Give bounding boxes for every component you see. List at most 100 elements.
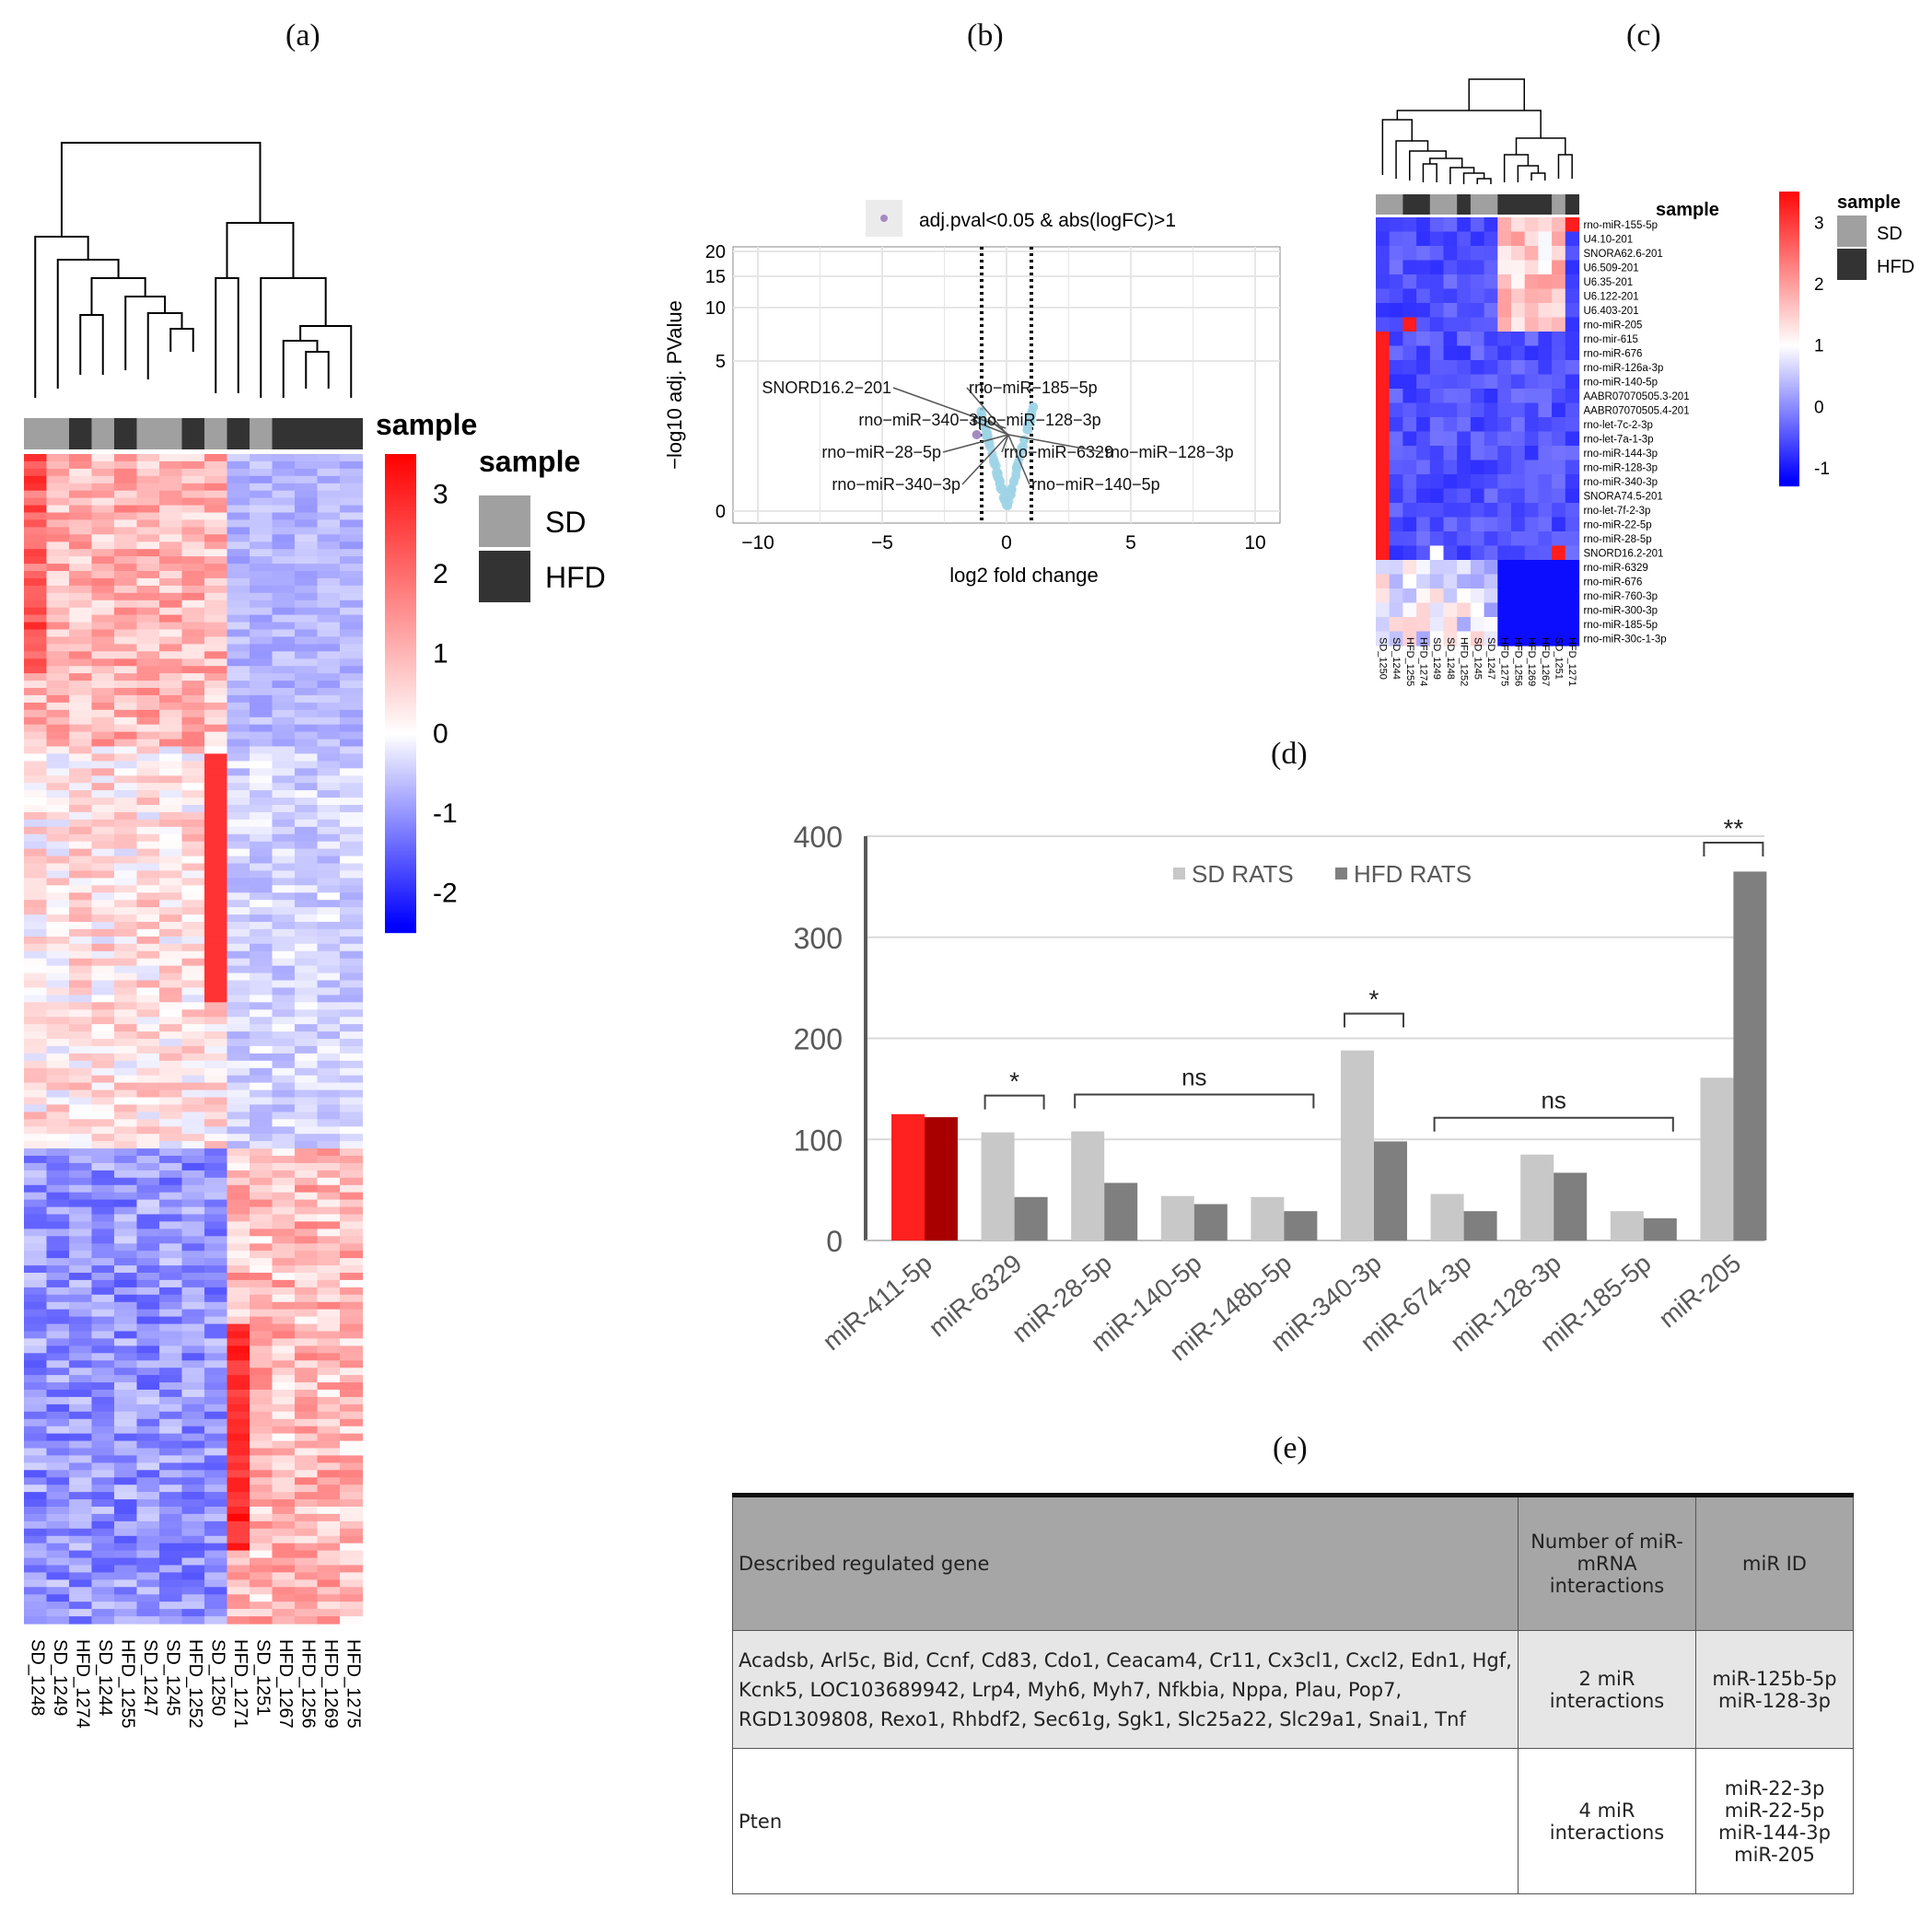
heatmap-cell [1511, 374, 1526, 390]
color-scale-step [385, 649, 416, 651]
color-scale-step [385, 823, 416, 825]
color-scale-step [385, 591, 416, 593]
heatmap-cell [317, 1119, 341, 1127]
heatmap-cell [24, 1301, 48, 1310]
heatmap-cell [295, 1170, 319, 1179]
sample-label: SD_1245 [162, 1639, 182, 1716]
heatmap-cell [69, 1403, 93, 1413]
heatmap-cell [272, 1089, 296, 1099]
heatmap-cell [1565, 317, 1580, 332]
heatmap-cell [1389, 317, 1403, 332]
heatmap-cell [24, 527, 48, 535]
heatmap-cell [159, 1060, 183, 1069]
heatmap-cell [295, 497, 319, 507]
heatmap-cell [114, 505, 138, 514]
heatmap-cell [317, 1492, 341, 1500]
heatmap-cell [159, 1616, 183, 1625]
heatmap-cell [227, 577, 250, 587]
heatmap-cell [136, 753, 160, 762]
heatmap-cell [159, 709, 183, 718]
heatmap-cell [136, 1353, 160, 1361]
sample-label: HFD_1271 [230, 1639, 250, 1729]
heatmap-cell [24, 1156, 48, 1164]
heatmap-cell [136, 1485, 160, 1493]
heatmap-cell [46, 1075, 70, 1084]
heatmap-cell [227, 811, 250, 821]
heatmap-cell [1389, 274, 1403, 290]
color-scale-step [1779, 335, 1799, 337]
color-scale-step [1779, 432, 1799, 434]
color-scale-step [385, 476, 416, 478]
heatmap-cell [227, 826, 250, 835]
heatmap-cell [91, 1067, 115, 1077]
color-scale-step [385, 539, 416, 541]
heatmap-cell [250, 950, 274, 960]
color-scale-step [1779, 262, 1799, 264]
heatmap-cell [181, 1433, 205, 1442]
color-scale-step [385, 635, 416, 637]
heatmap-cell [1457, 389, 1472, 404]
heatmap-cell [272, 922, 296, 930]
heatmap-cell [340, 1455, 364, 1463]
heatmap-cell [295, 1528, 319, 1537]
heatmap-cell [340, 811, 364, 821]
heatmap-cell [69, 900, 93, 908]
heatmap-cell [181, 965, 205, 974]
heatmap-cell [227, 892, 250, 901]
heatmap-cell [136, 629, 160, 638]
heatmap-cell [46, 1309, 70, 1318]
heatmap-cell [340, 1323, 364, 1333]
heatmap-cell [69, 724, 93, 733]
heatmap-cell [295, 673, 319, 681]
heatmap-cell [295, 950, 319, 960]
heatmap-cell [272, 958, 296, 967]
heatmap-cell [317, 1323, 341, 1333]
color-scale-step [385, 636, 416, 638]
heatmap-cell [204, 1477, 228, 1485]
heatmap-cell [1389, 474, 1403, 490]
heatmap-cell [1402, 374, 1417, 390]
heatmap-cell [1389, 389, 1403, 404]
heatmap-cell [272, 490, 296, 499]
sample-annotation-cell [1511, 194, 1526, 215]
color-scale-step [1779, 205, 1799, 207]
heatmap-cell [1402, 274, 1417, 290]
heatmap-cell [159, 863, 183, 872]
heatmap-cell [204, 483, 228, 492]
heatmap-cell [204, 1565, 228, 1574]
heatmap-cell [114, 694, 138, 704]
heatmap-cell [114, 878, 138, 886]
color-scale-step [1779, 417, 1799, 419]
color-scale-step [385, 883, 416, 885]
color-scale-step [1779, 348, 1799, 350]
heatmap-cell [136, 644, 160, 652]
heatmap-cell [24, 1470, 48, 1478]
heatmap-cell [69, 1609, 93, 1617]
heatmap-cell [204, 1301, 228, 1310]
color-scale-step [1779, 475, 1799, 477]
color-scale-step [385, 725, 416, 727]
color-scale-step [1779, 321, 1799, 323]
heatmap-cell [181, 666, 205, 674]
color-scale-step [1779, 225, 1799, 227]
mir-id: miR-205 [1734, 1843, 1815, 1866]
color-scale-step [385, 753, 416, 755]
heatmap-cell [204, 1587, 228, 1595]
heatmap-cell [24, 688, 48, 696]
heatmap-cell [1457, 274, 1472, 290]
heatmap-cell [227, 775, 250, 784]
color-scale-step [385, 557, 416, 559]
heatmap-cell [114, 1316, 138, 1325]
heatmap-cell [114, 1119, 138, 1127]
heatmap-cell [250, 651, 274, 659]
heatmap-cell [227, 768, 250, 776]
color-scale-step [385, 915, 416, 917]
heatmap-cell [1429, 231, 1445, 247]
color-scale-step [1779, 444, 1799, 446]
heatmap-cell [272, 811, 296, 821]
color-scale-step [385, 618, 416, 620]
heatmap-cell [340, 468, 364, 477]
heatmap-cell [136, 1229, 160, 1237]
heatmap-cell [1402, 260, 1417, 275]
color-scale-step [385, 681, 416, 683]
